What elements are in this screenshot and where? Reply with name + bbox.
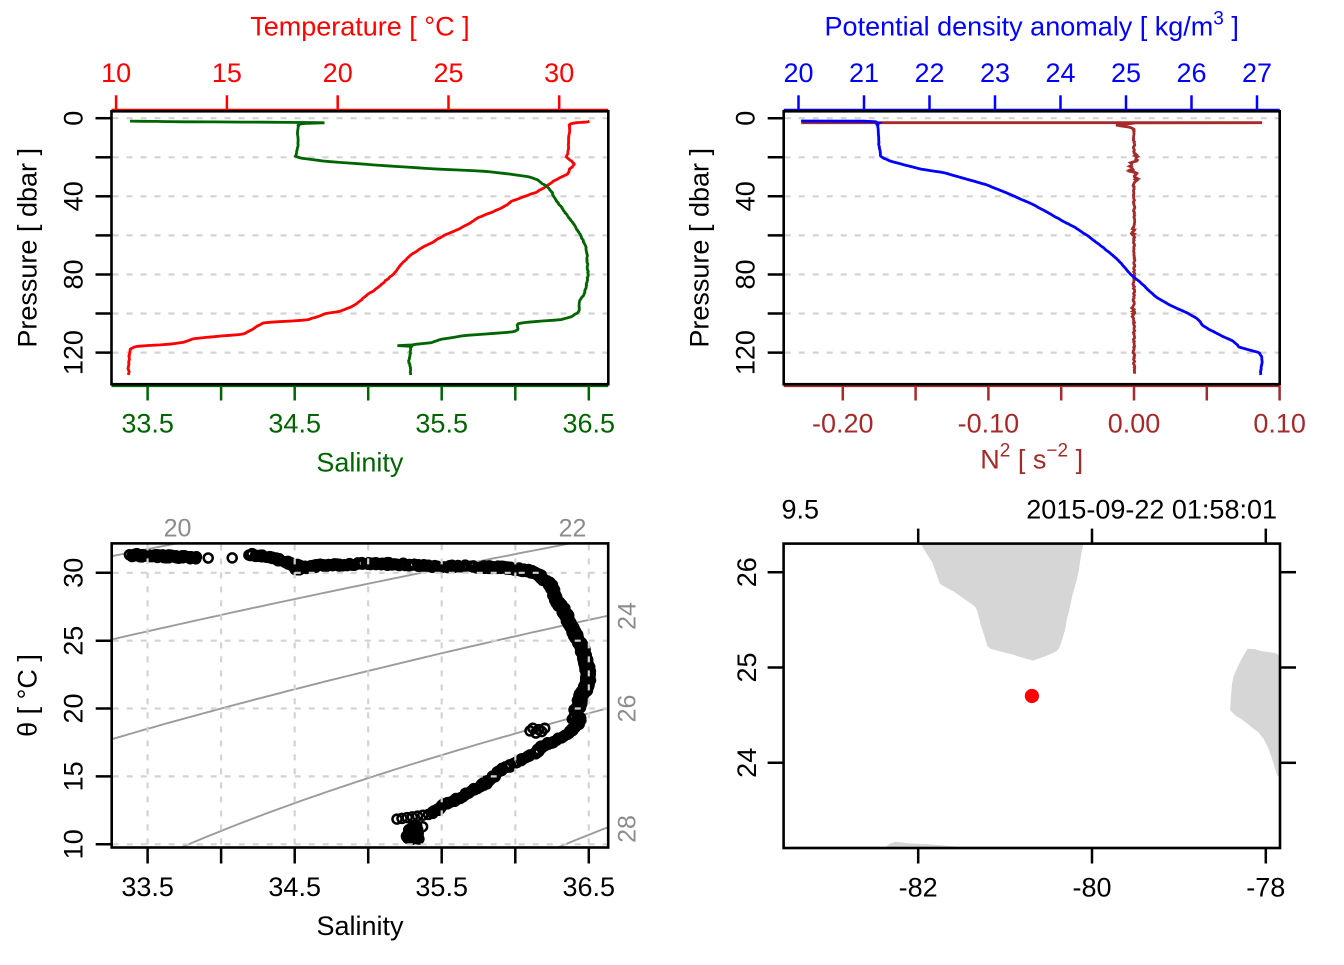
svg-text:10: 10 xyxy=(101,58,131,88)
svg-text:Pressure [ dbar ]: Pressure [ dbar ] xyxy=(12,148,42,348)
svg-text:θ [ °C ]: θ [ °C ] xyxy=(13,654,43,737)
svg-text:22: 22 xyxy=(914,58,944,88)
svg-text:80: 80 xyxy=(59,259,89,289)
svg-text:0.10: 0.10 xyxy=(1253,409,1306,439)
svg-text:24: 24 xyxy=(732,748,762,778)
svg-text:24: 24 xyxy=(614,602,642,630)
svg-text:Salinity: Salinity xyxy=(316,911,404,941)
svg-text:40: 40 xyxy=(731,181,761,211)
svg-text:33.5: 33.5 xyxy=(121,872,174,902)
svg-text:-0.10: -0.10 xyxy=(958,409,1020,439)
svg-text:80: 80 xyxy=(731,259,761,289)
svg-text:120: 120 xyxy=(59,330,89,375)
svg-text:23: 23 xyxy=(980,58,1010,88)
svg-text:30: 30 xyxy=(544,58,574,88)
svg-text:20: 20 xyxy=(59,693,89,723)
svg-text:-82: -82 xyxy=(899,872,938,902)
svg-text:-0.20: -0.20 xyxy=(812,409,874,439)
svg-text:21: 21 xyxy=(849,58,879,88)
svg-text:Salinity: Salinity xyxy=(316,448,404,478)
svg-text:34.5: 34.5 xyxy=(268,872,321,902)
svg-text:120: 120 xyxy=(731,330,761,375)
svg-text:35.5: 35.5 xyxy=(415,872,468,902)
svg-text:26: 26 xyxy=(614,695,642,723)
svg-text:20: 20 xyxy=(323,58,353,88)
svg-text:27: 27 xyxy=(1242,58,1272,88)
svg-text:0: 0 xyxy=(59,111,89,126)
svg-text:26: 26 xyxy=(1176,58,1206,88)
svg-text:25: 25 xyxy=(1111,58,1141,88)
svg-text:24: 24 xyxy=(1045,58,1075,88)
svg-text:Pressure [ dbar ]: Pressure [ dbar ] xyxy=(685,148,715,348)
svg-text:10: 10 xyxy=(59,829,89,859)
svg-text:28: 28 xyxy=(614,815,642,843)
svg-text:25: 25 xyxy=(433,58,463,88)
svg-text:35.5: 35.5 xyxy=(415,409,468,439)
svg-text:22: 22 xyxy=(559,515,587,543)
svg-text:0: 0 xyxy=(731,111,761,126)
svg-text:Temperature [ °C ]: Temperature [ °C ] xyxy=(250,12,469,42)
svg-text:25: 25 xyxy=(59,626,89,656)
svg-text:15: 15 xyxy=(212,58,242,88)
svg-text:30: 30 xyxy=(59,558,89,588)
svg-text:40: 40 xyxy=(59,181,89,211)
svg-text:9.5: 9.5 xyxy=(782,495,820,525)
svg-text:-80: -80 xyxy=(1072,872,1111,902)
svg-text:20: 20 xyxy=(783,58,813,88)
svg-text:-78: -78 xyxy=(1246,872,1285,902)
svg-text:25: 25 xyxy=(732,652,762,682)
svg-text:36.5: 36.5 xyxy=(563,872,616,902)
svg-text:N2 [ s−2 ]: N2 [ s−2 ] xyxy=(980,440,1083,474)
svg-text:33.5: 33.5 xyxy=(121,409,174,439)
svg-text:34.5: 34.5 xyxy=(268,409,321,439)
svg-text:36.5: 36.5 xyxy=(563,409,616,439)
svg-text:20: 20 xyxy=(164,515,192,543)
svg-text:Potential density anomaly [ kg: Potential density anomaly [ kg/m3 ] xyxy=(825,9,1239,42)
svg-text:15: 15 xyxy=(59,761,89,791)
svg-text:26: 26 xyxy=(732,557,762,587)
svg-text:0.00: 0.00 xyxy=(1108,409,1161,439)
svg-text:2015-09-22 01:58:01: 2015-09-22 01:58:01 xyxy=(1026,495,1277,525)
